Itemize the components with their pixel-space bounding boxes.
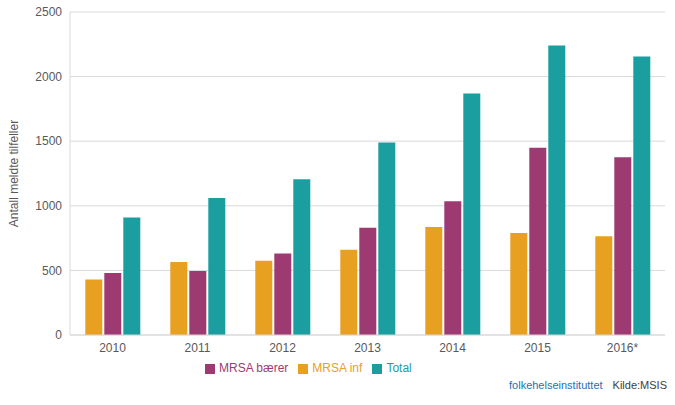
html-text:Kilde:MSIS: Kilde:MSIS bbox=[612, 379, 667, 391]
svg-text:2016*: 2016* bbox=[607, 341, 639, 355]
svg-text:2014: 2014 bbox=[439, 341, 466, 355]
html-text:folkehelseinstituttet: folkehelseinstituttet bbox=[509, 379, 603, 391]
svg-text:2500: 2500 bbox=[35, 5, 62, 19]
html-text:MRSA bærer: MRSA bærer bbox=[219, 361, 289, 375]
svg-text:2012: 2012 bbox=[269, 341, 296, 355]
svg-text:2010: 2010 bbox=[99, 341, 126, 355]
svg-text:0: 0 bbox=[55, 328, 62, 342]
svg-text:2011: 2011 bbox=[185, 341, 211, 355]
svg-text:2000: 2000 bbox=[35, 70, 62, 84]
html-text:MRSA inf: MRSA inf bbox=[312, 361, 363, 375]
html-text:Total: Total bbox=[386, 361, 412, 375]
svg-text:500: 500 bbox=[42, 264, 62, 278]
svg-text:Antall meldte tilfeller: Antall meldte tilfeller bbox=[8, 120, 21, 227]
svg-text:1000: 1000 bbox=[35, 199, 62, 213]
svg-text:1500: 1500 bbox=[35, 134, 62, 148]
svg-text:2013: 2013 bbox=[354, 341, 381, 355]
svg-text:2015: 2015 bbox=[524, 341, 551, 355]
